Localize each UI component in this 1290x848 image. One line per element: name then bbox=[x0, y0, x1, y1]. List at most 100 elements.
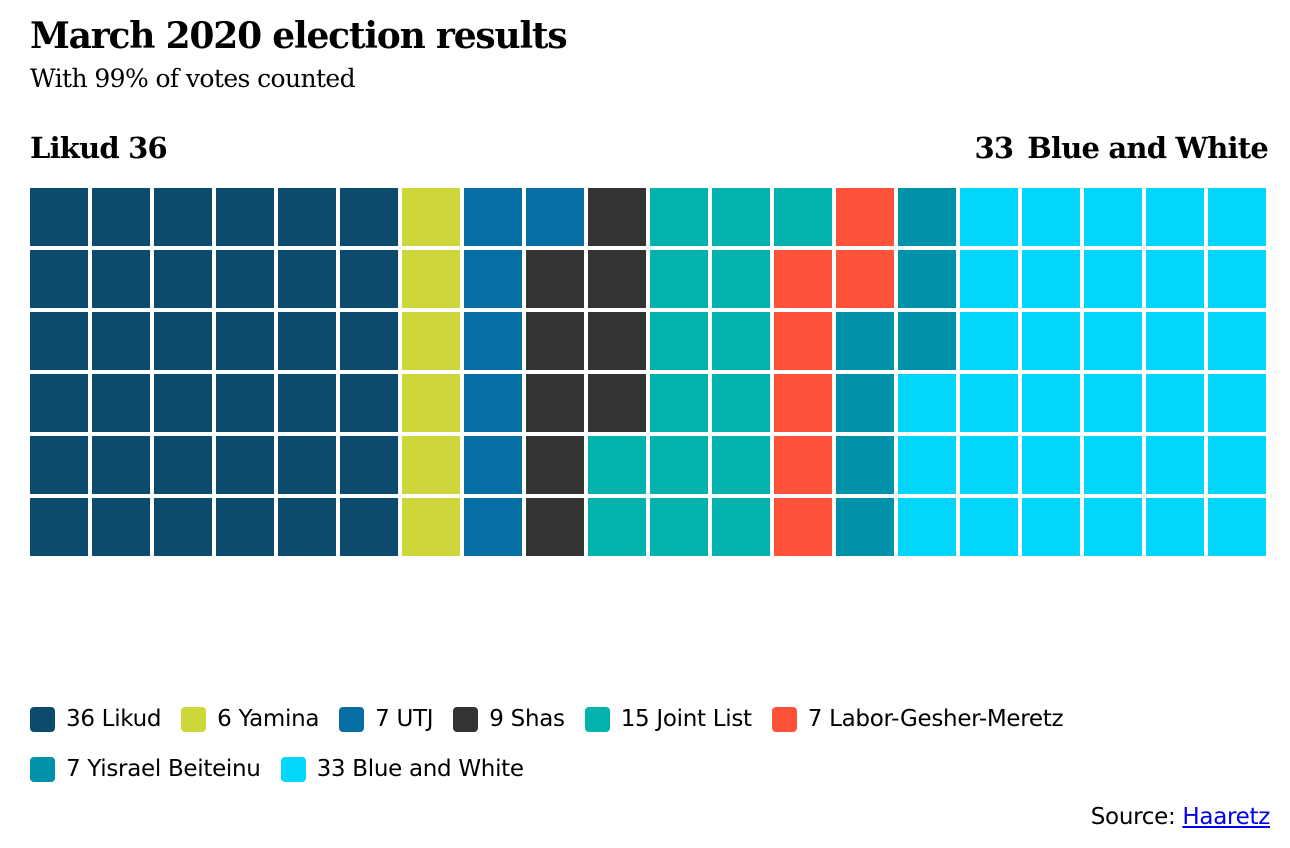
seat-blue-and-white bbox=[960, 188, 1018, 246]
seat-blue-and-white bbox=[1084, 250, 1142, 308]
seat-blue-and-white bbox=[898, 436, 956, 494]
seat-blue-and-white bbox=[898, 374, 956, 432]
seat-labor-gesher-meretz bbox=[774, 436, 832, 494]
seat-joint-list bbox=[650, 250, 708, 308]
seat-likud bbox=[92, 374, 150, 432]
seat-blue-and-white bbox=[960, 498, 1018, 556]
seat-blue-and-white bbox=[1022, 188, 1080, 246]
seat-blue-and-white bbox=[1146, 498, 1204, 556]
seat-likud bbox=[216, 498, 274, 556]
legend-item-likud: 36 Likud bbox=[30, 706, 161, 732]
seat-utj bbox=[464, 436, 522, 494]
seat-joint-list bbox=[588, 436, 646, 494]
seat-blue-and-white bbox=[1084, 374, 1142, 432]
seat-likud bbox=[30, 498, 88, 556]
seat-labor-gesher-meretz bbox=[836, 188, 894, 246]
seat-likud bbox=[154, 498, 212, 556]
legend-swatch bbox=[30, 756, 55, 782]
seat-blue-and-white bbox=[1208, 188, 1266, 246]
seat-blue-and-white bbox=[960, 436, 1018, 494]
seat-joint-list bbox=[712, 436, 770, 494]
seat-blue-and-white bbox=[1208, 312, 1266, 370]
legend-item-blue-and-white: 33 Blue and White bbox=[280, 756, 524, 782]
seat-blue-and-white bbox=[1022, 498, 1080, 556]
seat-likud bbox=[92, 436, 150, 494]
seat-likud bbox=[30, 312, 88, 370]
chart-subtitle: With 99% of votes counted bbox=[30, 64, 356, 93]
seat-blue-and-white bbox=[960, 374, 1018, 432]
source-credit: Source: Haaretz bbox=[1090, 804, 1271, 830]
seat-likud bbox=[278, 498, 336, 556]
seat-likud bbox=[216, 436, 274, 494]
seat-likud bbox=[278, 374, 336, 432]
seat-shas bbox=[588, 374, 646, 432]
seat-blue-and-white bbox=[1022, 312, 1080, 370]
left-party-label: Likud 36 bbox=[30, 128, 168, 168]
seat-likud bbox=[92, 188, 150, 246]
seat-yisrael-beiteinu bbox=[836, 374, 894, 432]
seat-blue-and-white bbox=[1084, 436, 1142, 494]
seat-joint-list bbox=[588, 498, 646, 556]
legend-item-utj: 7 UTJ bbox=[339, 706, 434, 732]
legend-item-joint-list: 15 Joint List bbox=[584, 706, 752, 732]
seat-shas bbox=[526, 250, 584, 308]
seat-yisrael-beiteinu bbox=[898, 188, 956, 246]
seat-likud bbox=[154, 250, 212, 308]
seat-likud bbox=[216, 312, 274, 370]
seat-likud bbox=[92, 250, 150, 308]
seat-blue-and-white bbox=[1084, 312, 1142, 370]
legend-swatch bbox=[453, 706, 479, 732]
seat-utj bbox=[464, 250, 522, 308]
legend: 36 Likud 6 Yamina 7 UTJ 9 Shas 15 Joint … bbox=[30, 700, 1270, 800]
seat-yisrael-beiteinu bbox=[898, 312, 956, 370]
legend-item-yamina: 6 Yamina bbox=[181, 706, 319, 732]
right-party-label: 33 Blue and White bbox=[975, 128, 1269, 168]
legend-label: 7 Yisrael Beiteinu bbox=[66, 756, 261, 782]
seat-utj bbox=[464, 374, 522, 432]
seat-waffle-chart bbox=[30, 188, 1266, 556]
seat-blue-and-white bbox=[960, 250, 1018, 308]
right-party-name: Blue and White bbox=[1027, 131, 1269, 165]
chart-title: March 2020 election results bbox=[30, 15, 568, 57]
seat-blue-and-white bbox=[1146, 188, 1204, 246]
seat-likud bbox=[92, 498, 150, 556]
seat-likud bbox=[340, 436, 398, 494]
source-label: Source: bbox=[1090, 804, 1176, 830]
seat-blue-and-white bbox=[1146, 312, 1204, 370]
seat-yisrael-beiteinu bbox=[836, 436, 894, 494]
legend-row-2: 7 Yisrael Beiteinu 33 Blue and White bbox=[30, 750, 1270, 788]
seat-likud bbox=[154, 312, 212, 370]
seat-likud bbox=[30, 250, 88, 308]
seat-blue-and-white bbox=[1146, 250, 1204, 308]
source-link[interactable]: Haaretz bbox=[1182, 804, 1270, 830]
seat-blue-and-white bbox=[1084, 498, 1142, 556]
legend-swatch bbox=[771, 706, 797, 732]
legend-item-yisrael-beiteinu: 7 Yisrael Beiteinu bbox=[30, 756, 261, 782]
seat-joint-list bbox=[650, 188, 708, 246]
seat-joint-list bbox=[650, 436, 708, 494]
seat-labor-gesher-meretz bbox=[774, 498, 832, 556]
seat-yisrael-beiteinu bbox=[836, 312, 894, 370]
seat-likud bbox=[30, 436, 88, 494]
seat-likud bbox=[278, 312, 336, 370]
seat-utj bbox=[526, 188, 584, 246]
seat-blue-and-white bbox=[1208, 498, 1266, 556]
seat-shas bbox=[526, 374, 584, 432]
seat-likud bbox=[92, 312, 150, 370]
seat-blue-and-white bbox=[1146, 374, 1204, 432]
seat-joint-list bbox=[650, 312, 708, 370]
seat-likud bbox=[278, 250, 336, 308]
seat-labor-gesher-meretz bbox=[774, 250, 832, 308]
seat-likud bbox=[340, 188, 398, 246]
seat-likud bbox=[154, 374, 212, 432]
legend-label: 6 Yamina bbox=[217, 706, 320, 732]
seat-utj bbox=[464, 188, 522, 246]
legend-label: 9 Shas bbox=[489, 706, 565, 732]
legend-swatch bbox=[280, 756, 306, 782]
seat-yisrael-beiteinu bbox=[898, 250, 956, 308]
seat-likud bbox=[340, 374, 398, 432]
seat-likud bbox=[340, 498, 398, 556]
seat-blue-and-white bbox=[1022, 436, 1080, 494]
seat-blue-and-white bbox=[1084, 188, 1142, 246]
seat-utj bbox=[464, 312, 522, 370]
